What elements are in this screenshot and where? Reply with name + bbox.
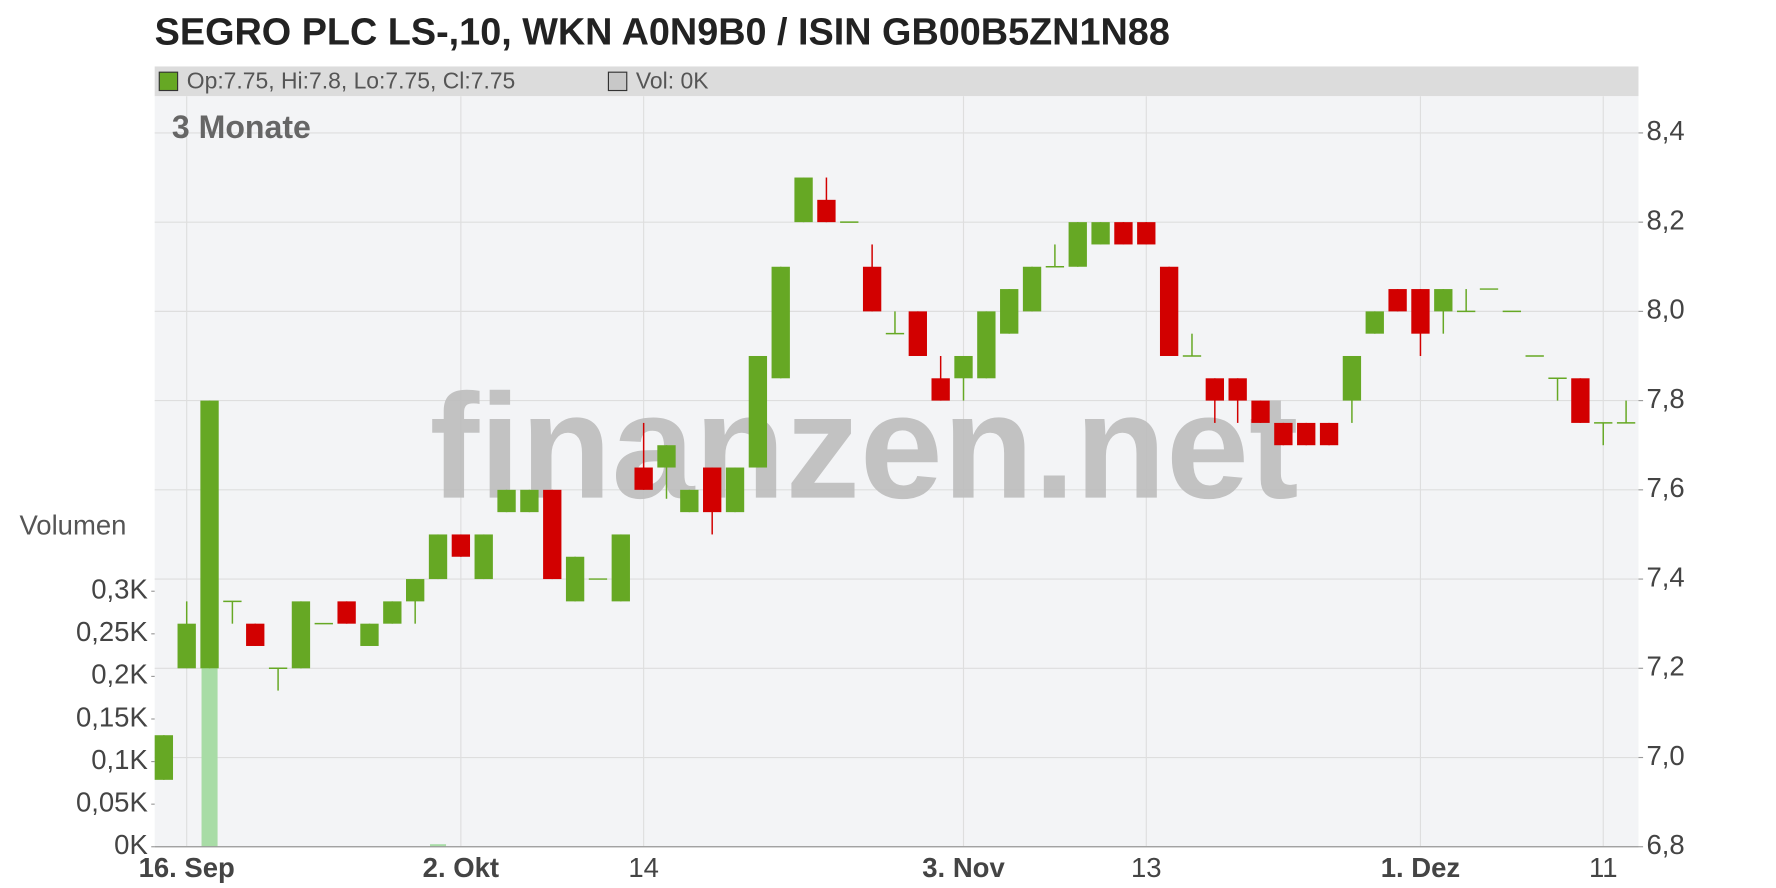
x-tick-label: 14 [628, 852, 659, 883]
candle-body [817, 199, 836, 223]
candle-body [1434, 289, 1453, 312]
volume-tick-label: 0,05K [76, 786, 148, 817]
candle-body [1319, 422, 1339, 446]
volume-tick-label: 0,1K [91, 744, 148, 775]
volume-bar [429, 844, 447, 847]
volume-tick-label: 0,3K [91, 574, 148, 605]
candle-body [1571, 378, 1590, 423]
candle-body [428, 534, 448, 580]
y-tick-label: 7,6 [1647, 472, 1685, 503]
candle-body [862, 266, 882, 312]
candle-body [1022, 266, 1042, 312]
x-tick-label: 3. Nov [922, 852, 1005, 883]
candle-body [954, 355, 973, 379]
candle-body [1091, 222, 1110, 245]
volume-tick-label: 0K [114, 829, 148, 860]
volume-tick-label: 0,15K [76, 701, 148, 732]
candle-body [1365, 311, 1384, 334]
marks [154, 177, 1636, 847]
candle-body [1388, 289, 1407, 312]
candle-body [1342, 355, 1362, 401]
candle-body [520, 489, 539, 513]
period-label: 3 Monate [172, 109, 311, 145]
candle-body [1068, 222, 1087, 267]
candle-body [703, 467, 722, 513]
y-tick-label: 8,2 [1647, 204, 1685, 235]
candle-body [657, 445, 676, 468]
candle-body [1274, 422, 1293, 446]
candle-body [565, 556, 585, 602]
ohlc-swatch [158, 71, 179, 92]
x-tick-label: 2. Okt [423, 852, 499, 883]
candle-body [337, 601, 356, 624]
volume-bar [201, 667, 218, 847]
candle-body [177, 623, 196, 669]
candle-body [771, 266, 790, 379]
candle-body [497, 489, 516, 513]
candle-body [1205, 378, 1224, 401]
candle-body [1251, 400, 1270, 423]
candle-body [154, 735, 174, 780]
candle-body [977, 311, 996, 379]
candle-body [360, 623, 379, 646]
volume-info: Vol: 0K [636, 68, 709, 94]
chart-title: SEGRO PLC LS-,10, WKN A0N9B0 / ISIN GB00… [155, 11, 1170, 53]
candle-body [474, 534, 493, 580]
y-tick-label: 6,8 [1647, 829, 1685, 860]
y-tick-label: 8,4 [1647, 115, 1685, 146]
candle-body [1159, 266, 1179, 356]
candle-body [611, 534, 630, 602]
candle-body [634, 467, 653, 490]
y-tick-label: 7,4 [1647, 561, 1685, 592]
candle-body [725, 467, 745, 513]
x-tick-label: 16. Sep [139, 852, 235, 883]
plot-area [154, 96, 1639, 847]
candle-body [246, 623, 265, 646]
candle-body [1000, 289, 1019, 334]
candle-body [406, 579, 425, 602]
volume-swatch [607, 71, 628, 92]
candle-body [451, 534, 471, 557]
candle-body [200, 400, 219, 669]
x-tick-label: 1. Dez [1381, 852, 1460, 883]
y-tick-label: 8,0 [1647, 294, 1685, 325]
candle-body [794, 177, 813, 223]
x-tick-label: 11 [1589, 852, 1618, 883]
candle-body [1137, 222, 1156, 245]
volume-tick-label: 0,2K [91, 659, 148, 690]
candle-body [1228, 378, 1247, 401]
y-tick-label: 7,0 [1647, 740, 1685, 771]
volume-axis-title: Volumen [19, 509, 126, 540]
volume-tick-label: 0,25K [76, 616, 148, 647]
candle-body [383, 601, 402, 624]
candle-body [931, 378, 950, 401]
candle-body [748, 355, 768, 468]
candle-body [1114, 222, 1133, 245]
candle-body [680, 489, 699, 513]
y-tick-label: 7,8 [1647, 383, 1685, 414]
candle-body [1297, 422, 1316, 446]
watermark: finanzen.net [430, 363, 1299, 530]
x-tick-label: 13 [1131, 852, 1162, 883]
candle-body [1411, 289, 1430, 334]
y-tick-label: 7,2 [1647, 651, 1685, 682]
candle-body [908, 311, 927, 356]
candle-body [291, 601, 311, 669]
ohlc-info: Op:7.75, Hi:7.8, Lo:7.75, Cl:7.75 [187, 68, 516, 94]
candle-body [543, 489, 562, 580]
info-bar [154, 66, 1639, 97]
